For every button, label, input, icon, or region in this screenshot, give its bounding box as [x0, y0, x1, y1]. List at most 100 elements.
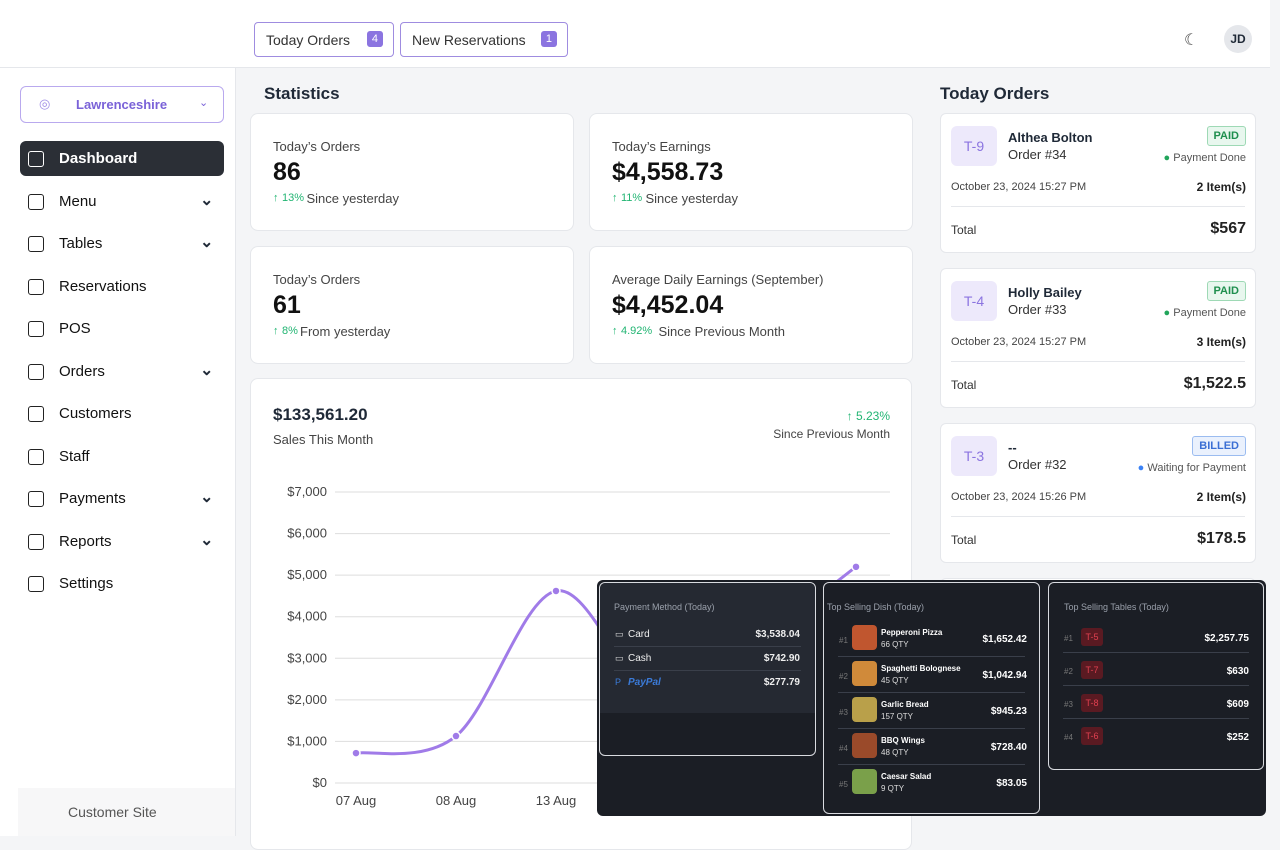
location-select[interactable]: ◎ Lawrenceshire ⌄ [20, 86, 224, 123]
status-badge: PAID [1206, 126, 1246, 146]
customer-name: -- [1008, 440, 1017, 455]
menu-item[interactable]: Orders ⌄ [20, 354, 224, 389]
divider [838, 692, 1025, 693]
tables-panel: Top Selling Tables (Today) #1 T-5 $2,257.75… [1048, 582, 1264, 770]
menu-item[interactable]: Dashboard [20, 141, 224, 176]
table-badge: T-4 [951, 281, 997, 321]
stat-label: Today’s Orders [273, 272, 361, 287]
status-dot: ● [1163, 152, 1174, 164]
stat-card: Today’s Orders 61 ↑ 8% From yesterday [250, 246, 574, 364]
total-label: Total [951, 533, 977, 547]
chevron: ⌄ [200, 234, 214, 251]
dish-image [852, 661, 877, 686]
menu-item[interactable]: Staff [20, 439, 224, 474]
sales-amount: $133,561.20 [273, 405, 368, 424]
dish-rank: #1 [839, 636, 848, 645]
theme-toggle[interactable]: ☾ [1184, 32, 1199, 49]
menu-item[interactable]: Settings [20, 566, 224, 601]
dish-name: Pepperoni Pizza [881, 628, 943, 637]
dish-image [852, 769, 877, 794]
stat-card: Today’s Earnings $4,558.73 ↑ 11% Since yeste… [589, 113, 913, 231]
payment-text: Payment Done [1173, 152, 1246, 164]
stat-change: ↑ 11% [612, 192, 643, 204]
tab-count: 1 [540, 31, 557, 47]
menu-icon [28, 448, 44, 465]
tab-label: Today Orders [266, 32, 351, 48]
dish-name: Garlic Bread [881, 700, 929, 709]
table-amount: $252 [1226, 732, 1249, 743]
table-badge: T-7 [1081, 661, 1103, 679]
menu-item[interactable]: Reservations [20, 269, 224, 304]
menu-item[interactable]: Payments ⌄ [20, 481, 224, 516]
order-card[interactable]: T-4 Holly Bailey Order #33 PAID ● Payment Do… [940, 268, 1256, 408]
tab[interactable]: Today Orders 4 [254, 22, 394, 57]
dish-rank: #5 [839, 780, 848, 789]
order-card[interactable]: T-3 -- Order #32 BILLED ● Waiting for Paymen… [940, 423, 1256, 563]
menu-icon [28, 278, 44, 295]
tab-count: 4 [366, 31, 383, 47]
divider [838, 656, 1025, 657]
payment-status: ● Waiting for Payment [1138, 462, 1246, 474]
table-badge: T-8 [1081, 694, 1103, 712]
menu-icon [28, 363, 44, 380]
dish-name: BBQ Wings [881, 736, 925, 745]
order-card[interactable]: T-9 Althea Bolton Order #34 PAID ● Payment D… [940, 113, 1256, 253]
method-name: PayPal [628, 677, 661, 688]
order-date: October 23, 2024 15:27 PM [951, 336, 1087, 348]
dishes-panel: Top Selling Dish (Today) #1 Pepperoni Pizz… [823, 582, 1040, 814]
panel-title: Top Selling Tables (Today) [1064, 602, 1169, 612]
stat-card: Today’s Orders 86 ↑ 13% Since yesterday [250, 113, 574, 231]
order-number: Order #32 [1008, 457, 1067, 472]
dish-amount: $83.05 [996, 778, 1027, 789]
order-items: 3 Item(s) [1196, 335, 1246, 349]
dish-name: Spaghetti Bolognese [881, 664, 961, 673]
status-dot: ● [1163, 307, 1174, 319]
menu-label: Staff [59, 447, 90, 465]
stat-change: ↑ 4.92% [612, 325, 653, 337]
dish-qty: 45 QTY [881, 676, 909, 685]
menu-item[interactable]: Reports ⌄ [20, 524, 224, 559]
status-badge: BILLED [1192, 436, 1246, 456]
menu-icon [28, 321, 44, 337]
table-badge: T-6 [1081, 727, 1103, 745]
section-title: Statistics [264, 84, 340, 103]
stat-change-value: 11% [621, 192, 643, 204]
stat-label: Average Daily Earnings (September) [612, 272, 824, 287]
customer-name: Holly Bailey [1008, 285, 1082, 300]
dish-amount: $728.40 [990, 742, 1027, 753]
panel-title: Top Selling Dish (Today) [827, 602, 925, 612]
stat-note: Since Previous Month [658, 324, 785, 339]
menu-label: Menu [59, 192, 97, 210]
order-number: Order #33 [1008, 302, 1067, 317]
customer-site-link[interactable]: Customer Site [68, 804, 157, 820]
menu-item[interactable]: POS [20, 311, 224, 346]
dish-rank: #2 [839, 672, 848, 681]
total-label: Total [951, 378, 977, 392]
avatar[interactable]: JD [1224, 25, 1252, 53]
menu-item[interactable]: Customers [20, 396, 224, 431]
table-rank: #1 [1064, 634, 1073, 643]
tab[interactable]: New Reservations 1 [400, 22, 568, 57]
menu-icon [28, 236, 44, 252]
divider [614, 646, 801, 647]
method-amount: $742.90 [763, 653, 800, 664]
menu-icon [28, 193, 44, 210]
menu-label: POS [59, 320, 91, 337]
stat-note: Since yesterday [306, 191, 400, 206]
dish-rank: #3 [839, 708, 848, 717]
table-rank: #4 [1064, 733, 1073, 742]
panel-bg [600, 583, 815, 713]
menu-item[interactable]: Tables ⌄ [20, 226, 224, 261]
customer-name: Althea Bolton [1008, 130, 1093, 145]
order-total: $178.5 [1197, 530, 1246, 547]
payment-panel: Payment Method (Today) Card ▭ $3,538.04 Cash… [599, 582, 816, 756]
menu-item[interactable]: Menu ⌄ [20, 184, 224, 219]
chevron: ⌄ [200, 361, 214, 379]
method-amount: $277.79 [763, 677, 800, 688]
divider [951, 361, 1245, 362]
order-date: October 23, 2024 15:26 PM [951, 491, 1087, 503]
status-badge: PAID [1206, 281, 1246, 301]
menu-label: Customers [59, 405, 132, 422]
total-label: Total [951, 223, 977, 237]
